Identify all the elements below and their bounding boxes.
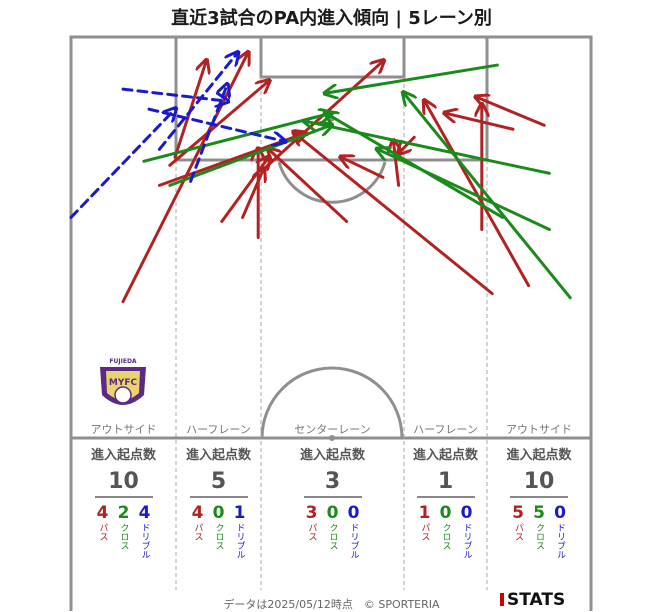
pass-arrow (399, 135, 416, 153)
cross-count: 5 (533, 503, 545, 523)
penalty-arc (277, 161, 387, 204)
cross-arrow (142, 113, 331, 163)
dribble-label: ドリブル (555, 523, 565, 559)
lane-label-right-outside: アウトサイド (506, 423, 572, 436)
pass-label: パス (419, 523, 430, 541)
cross-label: クロス (327, 523, 338, 550)
lane-label-left-halfspace: ハーフレーン (186, 423, 251, 436)
pass-arrow (425, 101, 531, 288)
cross-arrow (378, 149, 551, 231)
cross-arrow (404, 93, 572, 300)
cross-arrow (326, 63, 499, 93)
lane-label-right-halfspace: ハーフレーン (413, 423, 478, 436)
data-source-footer: データは2025/05/12時点 © SPORTERIA (223, 598, 440, 611)
center-spot (329, 435, 335, 441)
pass-arrow (295, 133, 494, 296)
cross-label: クロス (213, 523, 224, 550)
pass-label: パス (513, 523, 523, 541)
lane-label-left-outside: アウトサイド (90, 423, 157, 436)
lane-stats-right-halfspace: 進入起点数 1 1 パス 0 クロス 0 ドリブル (404, 444, 487, 559)
pass-label: パス (192, 523, 203, 541)
pass-arrow (220, 157, 269, 223)
crest-top-text: FUJIEDA (109, 358, 137, 365)
stat-heading: 進入起点数 (506, 448, 572, 463)
pass-arrow (477, 97, 546, 127)
pass-count: 3 (305, 503, 318, 523)
dribble-count: 1 (233, 503, 246, 523)
dribble-label: ドリブル (348, 523, 359, 559)
dribble-label: ドリブル (234, 523, 245, 559)
pass-arrow (241, 169, 264, 219)
pass-arrow (269, 149, 349, 223)
stat-heading: 進入起点数 (185, 448, 251, 463)
pass-label: パス (97, 523, 108, 541)
center-circle-top (260, 366, 404, 439)
dribble-count: 0 (554, 503, 566, 523)
pass-label: パス (306, 523, 317, 541)
stat-total: 10 (94, 469, 153, 498)
stat-heading: 進入起点数 (299, 448, 365, 463)
lane-label-center: センターレーン (294, 423, 371, 436)
chart-title: 直近3試合のPA内進入傾向 | 5レーン別 (171, 8, 492, 29)
dribble-arrow (147, 107, 284, 141)
cross-label: クロス (118, 523, 129, 550)
pass-arrow (445, 113, 515, 131)
dribble-label: ドリブル (139, 523, 150, 559)
dribble-arrow (157, 53, 237, 151)
crest-mid-text: MYFC (109, 378, 138, 388)
cross-arrow (326, 113, 505, 219)
stat-total: 5 (189, 469, 248, 498)
stat-total: 10 (510, 469, 568, 498)
dribble-arrow (69, 109, 175, 219)
stat-total: 1 (416, 469, 475, 498)
lane-stats-center: 進入起点数 3 3 パス 0 クロス 0 ドリブル (261, 444, 404, 559)
stats-logo-text: STATS (507, 590, 566, 610)
arrows-layer (69, 53, 572, 304)
pass-count: 4 (191, 503, 204, 523)
cross-label: クロス (534, 523, 544, 550)
dribble-count: 0 (347, 503, 360, 523)
stats-logo: STATS (500, 590, 565, 610)
dribble-label: ドリブル (461, 523, 472, 559)
goal-area (259, 35, 406, 79)
lane-stats-left-outside: 進入起点数 10 4 パス 2 クロス 4 ドリブル (71, 444, 176, 559)
pass-arrow (393, 141, 398, 187)
dribble-arrow (189, 85, 227, 183)
pass-count: 5 (512, 503, 524, 523)
cross-count: 0 (439, 503, 452, 523)
dribble-count: 4 (138, 503, 151, 523)
stat-heading: 進入起点数 (412, 448, 478, 463)
cross-count: 0 (326, 503, 339, 523)
cross-arrow (168, 125, 331, 187)
pass-arrow (341, 157, 385, 179)
cross-count: 0 (212, 503, 225, 523)
stats-logo-mark (500, 593, 504, 606)
cross-label: クロス (440, 523, 451, 550)
team-crest: FUJIEDA MYFC (92, 355, 154, 419)
lane-stats-left-halfspace: 進入起点数 5 4 パス 0 クロス 1 ドリブル (176, 444, 261, 559)
stat-total: 3 (303, 469, 362, 498)
pass-count: 1 (418, 503, 431, 523)
stat-heading: 進入起点数 (90, 448, 156, 463)
lane-stats-right-outside: 進入起点数 10 5 パス 5 クロス 0 ドリブル (487, 444, 591, 559)
cross-count: 2 (117, 503, 130, 523)
pass-count: 4 (96, 503, 109, 523)
dribble-arrow (121, 87, 227, 101)
dribble-count: 0 (460, 503, 473, 523)
cross-arrow (305, 121, 551, 175)
